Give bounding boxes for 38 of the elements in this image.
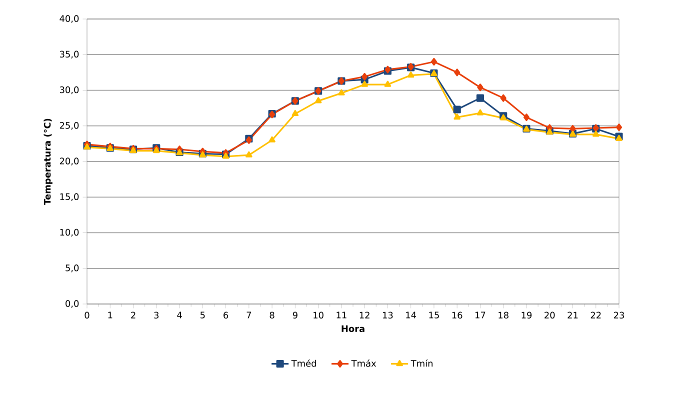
- x-tick-label: 3: [154, 312, 159, 319]
- x-tick-label: 5: [200, 312, 205, 318]
- x-tick-label: 22: [590, 312, 601, 318]
- x-axis-title: Hora: [342, 325, 364, 332]
- legend-label: Tmáx: [351, 359, 376, 367]
- x-tick-label: 0: [84, 312, 90, 319]
- y-tick-label: 40,0: [60, 15, 79, 23]
- y-axis-title: Temperatura (°C): [44, 118, 52, 205]
- x-tick-label: 19: [522, 312, 532, 319]
- x-tick-label: 6: [224, 312, 228, 319]
- y-tick-label: 20,0: [60, 158, 79, 166]
- x-tick-label: 16: [452, 312, 462, 319]
- x-tick-label: 4: [177, 312, 182, 318]
- x-tick-label: 18: [498, 312, 508, 319]
- x-tick-label: 17: [476, 312, 486, 318]
- y-tick-label: 15,0: [60, 193, 79, 201]
- x-tick-label: 21: [568, 312, 578, 318]
- y-tick-label: 25,0: [60, 122, 79, 130]
- x-tick-label: 1: [108, 312, 112, 318]
- y-tick-label: 0,0: [66, 300, 79, 308]
- x-tick-label: 8: [270, 312, 274, 319]
- x-tick-label: 20: [544, 312, 555, 319]
- y-tick-label: 35,0: [60, 50, 79, 58]
- x-tick-label: 12: [360, 312, 370, 318]
- x-tick-label: 9: [292, 312, 298, 319]
- legend-label: Tméd: [291, 359, 316, 367]
- x-tick-label: 15: [429, 312, 439, 318]
- y-tick-label: 5,0: [66, 264, 79, 272]
- y-tick-label: 30,0: [60, 86, 79, 94]
- x-tick-label: 7: [246, 312, 252, 318]
- x-tick-label: 2: [131, 312, 136, 318]
- x-tick-label: 14: [406, 312, 416, 318]
- x-tick-label: 11: [336, 312, 346, 318]
- x-tick-label: 13: [382, 312, 393, 319]
- legend-label: Tmín: [410, 359, 432, 367]
- y-tick-label: 10,0: [60, 228, 79, 237]
- x-tick-label: 10: [314, 312, 324, 319]
- x-tick-label: 23: [614, 312, 624, 319]
